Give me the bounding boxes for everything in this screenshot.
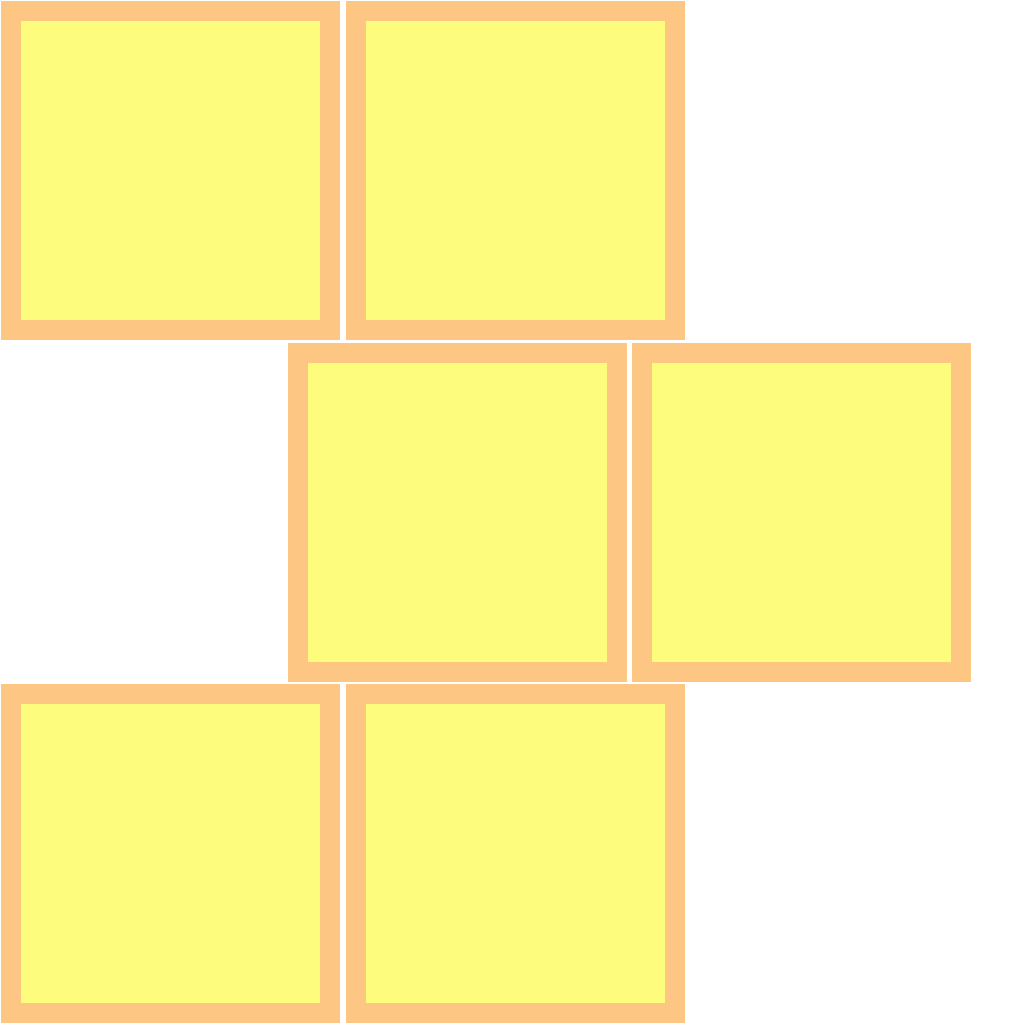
tile-row1-col1[interactable] [1,1,340,340]
tile-row3-col1[interactable] [1,684,340,1023]
tile-row2-col1[interactable] [288,343,627,682]
tile-row1-col2[interactable] [346,1,685,340]
tile-row2-col2[interactable] [632,343,971,682]
tile-row3-col2[interactable] [346,684,685,1023]
